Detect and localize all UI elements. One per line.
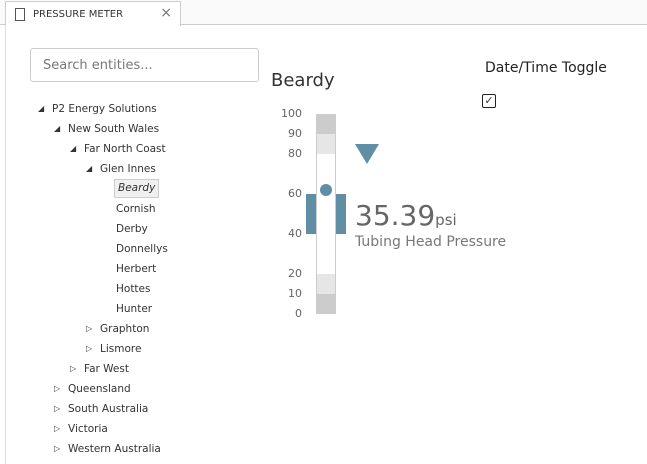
search-input[interactable] <box>30 48 259 82</box>
tree-node-label: Hottes <box>116 283 151 295</box>
tree-node-label: Lismore <box>100 343 142 355</box>
tick-label: 40 <box>288 227 302 240</box>
range-block <box>306 194 316 234</box>
tree-node-label: Graphton <box>100 323 150 335</box>
tab-title: PRESSURE METER <box>33 8 124 20</box>
target-triangle-icon <box>355 144 379 164</box>
tree-node-label: Cornish <box>116 203 156 215</box>
collapsed-arrow-icon[interactable]: ▷ <box>54 444 61 453</box>
tree-node-label: Victoria <box>68 423 108 435</box>
collapsed-arrow-icon[interactable]: ▷ <box>54 424 61 433</box>
tree-node-label: Beardy <box>114 179 160 198</box>
collapsed-arrow-icon[interactable]: ▷ <box>54 404 61 413</box>
tick-label: 0 <box>295 307 302 320</box>
tick-label: 60 <box>288 187 302 200</box>
value-unit: psi <box>435 211 457 229</box>
gauge-band <box>317 294 335 314</box>
tree-node-label: Queensland <box>68 383 131 395</box>
gauge-band <box>317 134 335 154</box>
tree-node-label: South Australia <box>68 403 149 415</box>
collapsed-arrow-icon[interactable]: ▷ <box>86 344 93 353</box>
tick-label: 100 <box>281 107 302 120</box>
tree-node-label: Donnellys <box>116 243 168 255</box>
collapsed-arrow-icon[interactable]: ▷ <box>54 384 61 393</box>
value-dot <box>320 184 332 196</box>
datetime-toggle-label: Date/Time Toggle <box>485 60 607 76</box>
gauge-band <box>317 274 335 294</box>
tree-node-label: Hunter <box>116 303 153 315</box>
collapsed-arrow-icon[interactable]: ▷ <box>70 364 77 373</box>
gauge-band <box>317 114 335 134</box>
tree-node-label: Far North Coast <box>84 143 166 155</box>
close-icon[interactable]: × <box>160 5 172 21</box>
tick-label: 90 <box>288 127 302 140</box>
tree-node-label: P2 Energy Solutions <box>52 103 157 115</box>
value-number: 35.39 <box>355 199 436 232</box>
tree-node-label: Glen Innes <box>100 163 156 175</box>
tree-node-label: Herbert <box>116 263 157 275</box>
range-block <box>336 194 346 234</box>
expanded-arrow-icon[interactable]: ◢ <box>86 164 93 173</box>
expanded-arrow-icon[interactable]: ◢ <box>38 104 45 113</box>
meter-label: Tubing Head Pressure <box>355 234 507 250</box>
tree-node-label: New South Wales <box>68 123 160 135</box>
gauge-track <box>316 114 336 314</box>
tick-label: 10 <box>288 287 302 300</box>
document-icon <box>15 7 25 21</box>
tree-node-label: Western Australia <box>68 443 161 455</box>
tick-label: 80 <box>288 147 302 160</box>
expanded-arrow-icon[interactable]: ◢ <box>70 144 77 153</box>
tick-label: 20 <box>288 267 302 280</box>
meter-value: 35.39psi <box>355 199 457 232</box>
tree-node-label: Far West <box>84 363 129 375</box>
entity-title: Beardy <box>271 70 335 91</box>
expanded-arrow-icon[interactable]: ◢ <box>54 124 61 133</box>
collapsed-arrow-icon[interactable]: ▷ <box>86 324 93 333</box>
tab-pressure-meter[interactable]: PRESSURE METER × <box>5 1 181 26</box>
panel-border <box>5 25 6 464</box>
datetime-toggle-checkbox[interactable]: ✓ <box>482 94 496 108</box>
tab-bar: PRESSURE METER × <box>0 0 647 26</box>
tree-node-label: Derby <box>116 223 148 235</box>
